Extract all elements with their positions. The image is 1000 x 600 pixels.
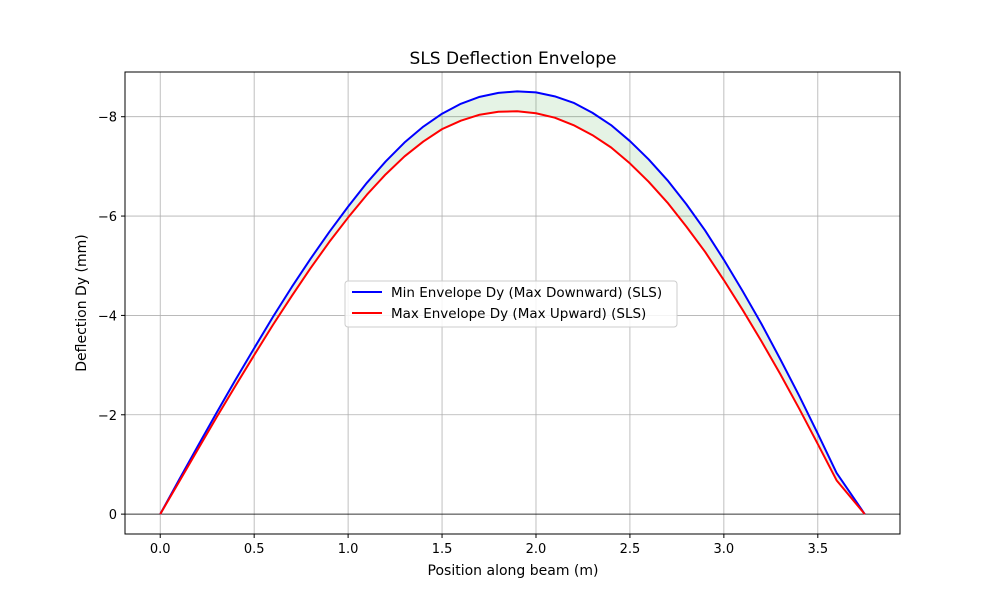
axis-ticks: 0.0 0.5 1.0 1.5 2.0 2.5 3.0 3.5 −8 −6 −4 −2 0	[98, 111, 828, 557]
x-tick-label: 0.5	[244, 542, 265, 557]
y-tick-label: −2	[98, 409, 117, 424]
chart-title: SLS Deflection Envelope	[410, 49, 617, 69]
legend-label: Max Envelope Dy (Max Upward) (SLS)	[391, 306, 646, 322]
y-tick-label: −4	[98, 309, 117, 324]
x-tick-label: 2.5	[620, 542, 641, 557]
x-tick-label: 2.0	[526, 542, 547, 557]
x-axis-label: Position along beam (m)	[428, 563, 599, 579]
x-tick-label: 3.0	[714, 542, 735, 557]
legend-label: Min Envelope Dy (Max Downward) (SLS)	[391, 285, 662, 301]
x-tick-label: 3.5	[807, 542, 828, 557]
y-tick-label: 0	[109, 508, 117, 523]
x-tick-label: 0.0	[150, 542, 171, 557]
y-tick-label: −8	[98, 111, 117, 126]
legend: Min Envelope Dy (Max Downward) (SLS) Max …	[344, 280, 678, 328]
y-tick-label: −6	[98, 210, 117, 225]
x-tick-label: 1.0	[338, 542, 359, 557]
series-line-min-envelope	[159, 90, 866, 515]
y-axis-label: Deflection Dy (mm)	[74, 234, 90, 372]
series-line-max-envelope	[159, 110, 866, 515]
legend-box	[344, 280, 678, 328]
x-tick-label: 1.5	[432, 542, 453, 557]
series-lines	[159, 90, 866, 515]
plot-frame	[124, 71, 901, 535]
